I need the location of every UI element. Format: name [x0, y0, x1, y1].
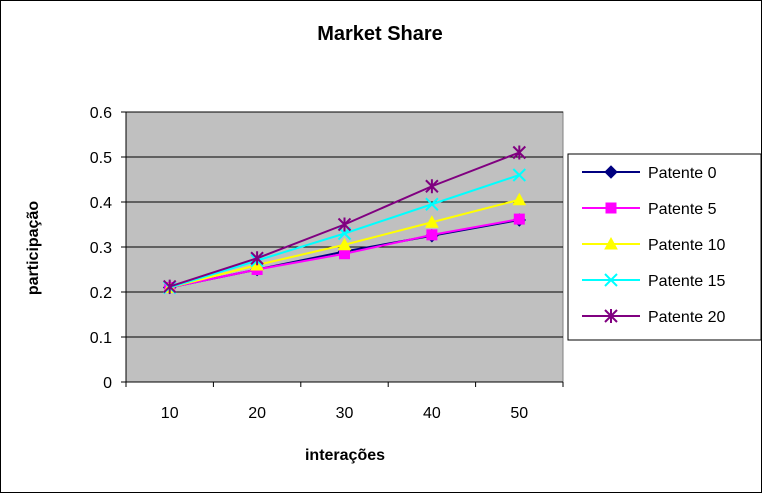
y-tick-label: 0.1: [90, 330, 112, 347]
axes: [121, 111, 564, 387]
x-tick-label: 20: [248, 405, 266, 422]
legend: Patente 0 Patente 5 Patente 10 Patente 15 Pa…: [567, 153, 762, 341]
y-tick-label: 0.5: [90, 150, 112, 167]
data-point: [426, 229, 438, 241]
y-tick-label: 0.6: [90, 105, 112, 122]
data-point: [604, 309, 618, 323]
series-layer: [162, 145, 527, 295]
data-point: [162, 279, 177, 294]
y-tick-labels: 0 0.1 0.2 0.3 0.4 0.5 0.6: [90, 105, 112, 392]
data-point: [605, 202, 617, 214]
data-point: [604, 273, 618, 287]
y-tick-label: 0: [103, 375, 112, 392]
data-point: [250, 251, 264, 266]
data-point: [425, 215, 439, 228]
data-point: [513, 213, 525, 225]
data-point: [337, 237, 352, 251]
data-point: [512, 145, 527, 160]
y-tick-label: 0.3: [90, 240, 112, 257]
legend-item: Patente 15: [582, 273, 726, 290]
data-point: [604, 165, 618, 179]
x-tick-label: 10: [161, 405, 179, 422]
series-patente-20: [162, 145, 527, 294]
legend-label: Patente 5: [648, 201, 717, 218]
y-tick-label: 0.2: [90, 285, 112, 302]
x-tick-label: 30: [336, 405, 354, 422]
x-tick-label: 50: [510, 405, 528, 422]
data-point: [604, 236, 618, 250]
data-point: [512, 168, 527, 182]
legend-item: Patente 20: [582, 309, 726, 326]
legend-item: Patente 0: [582, 165, 717, 182]
data-point: [425, 179, 439, 194]
legend-box: [567, 153, 762, 341]
data-point: [337, 217, 352, 232]
legend-item: Patente 10: [582, 236, 726, 254]
y-axis-title: participação: [25, 201, 42, 295]
legend-label: Patente 10: [648, 237, 726, 254]
x-axis-title: interações: [305, 447, 385, 464]
legend-item: Patente 5: [582, 201, 717, 218]
y-tick-label: 0.4: [90, 195, 112, 212]
legend-label: Patente 15: [648, 273, 726, 290]
chart-title: Market Share: [317, 23, 443, 45]
x-tick-labels: 10 20 30 40 50: [161, 405, 528, 422]
data-point: [425, 197, 439, 211]
data-point: [512, 192, 527, 206]
x-tick-label: 40: [423, 405, 441, 422]
legend-label: Patente 0: [648, 165, 717, 182]
legend-label: Patente 20: [648, 309, 726, 326]
